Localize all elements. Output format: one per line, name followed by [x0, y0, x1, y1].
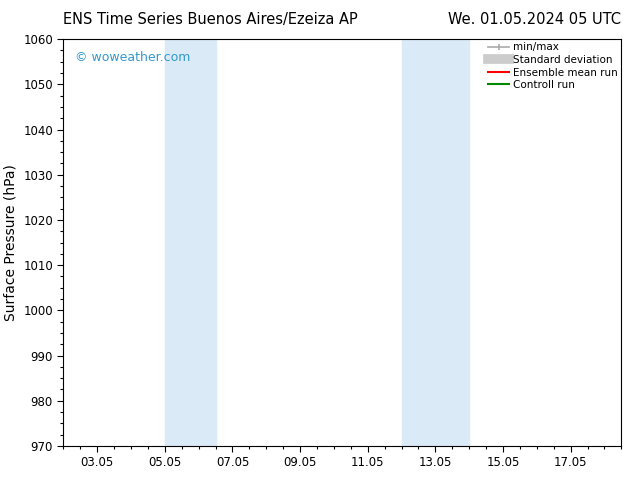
Bar [401, 39, 469, 446]
Bar [165, 39, 216, 446]
Text: © woweather.com: © woweather.com [75, 51, 190, 64]
Y-axis label: Surface Pressure (hPa): Surface Pressure (hPa) [4, 164, 18, 321]
Text: ENS Time Series Buenos Aires/Ezeiza AP: ENS Time Series Buenos Aires/Ezeiza AP [63, 12, 358, 27]
Legend: min/max, Standard deviation, Ensemble mean run, Controll run: min/max, Standard deviation, Ensemble me… [488, 42, 618, 90]
Text: We. 01.05.2024 05 UTC: We. 01.05.2024 05 UTC [448, 12, 621, 27]
